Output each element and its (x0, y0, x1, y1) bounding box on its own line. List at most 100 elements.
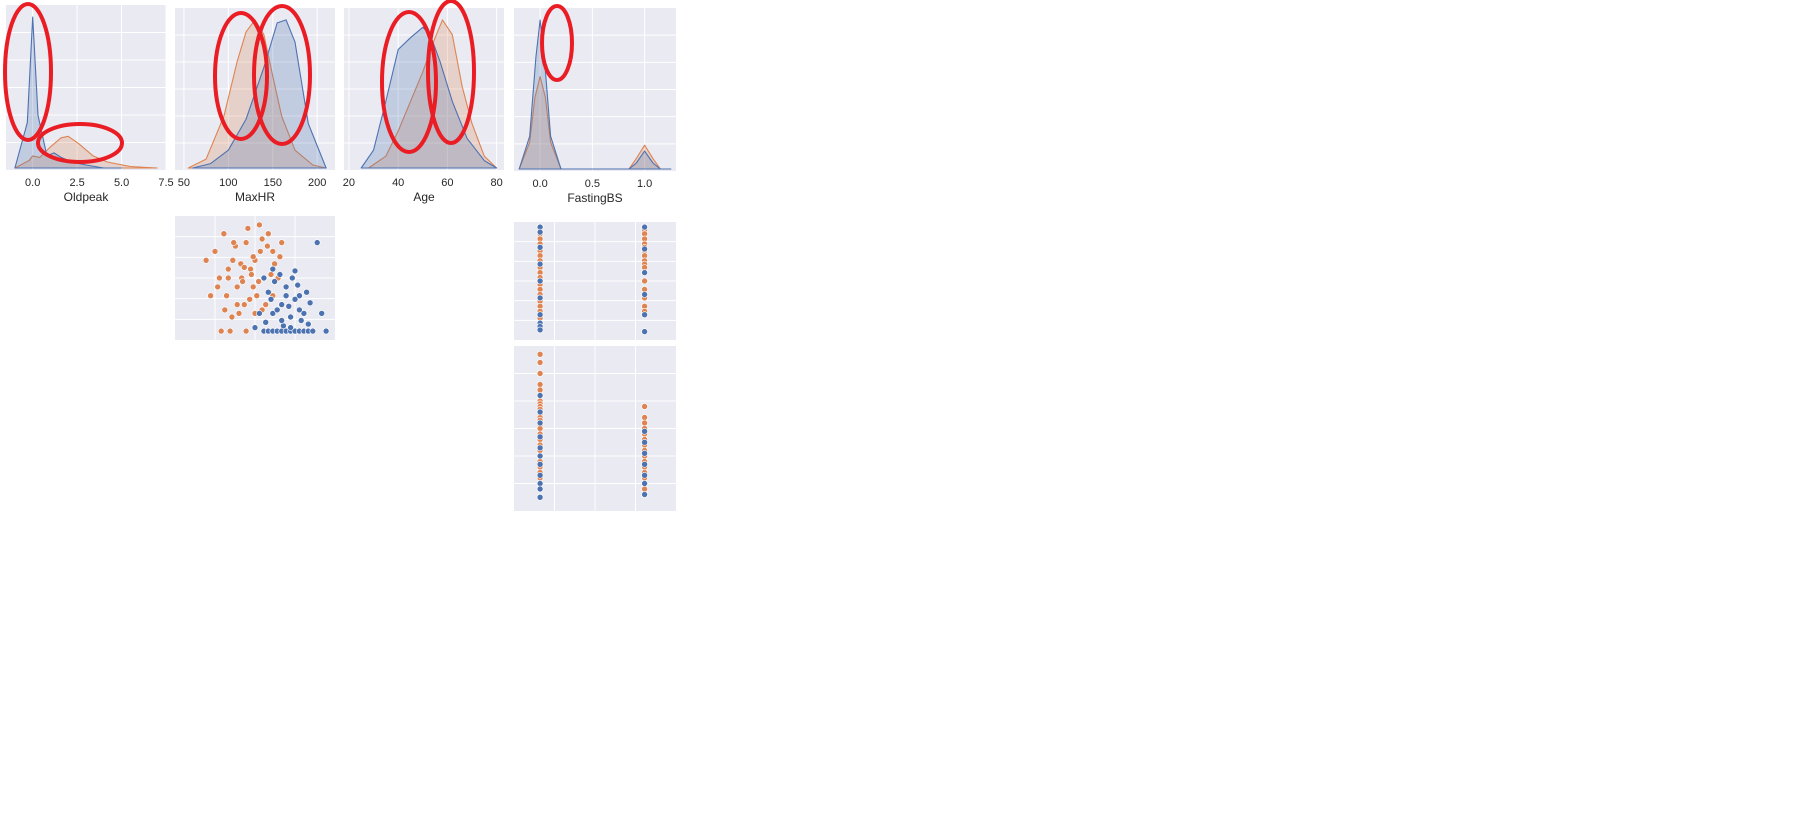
scatter-point (536, 370, 544, 377)
scatter-point (278, 239, 286, 246)
scatter-point (216, 274, 223, 282)
x-tick-label: 60 (441, 177, 453, 189)
subplot-4: 0.0 0.5 1.0 FastingBS (514, 8, 676, 205)
scatter-point (641, 223, 648, 231)
scatter-point (536, 326, 544, 334)
scatter-point (536, 480, 544, 487)
red-ellipse-annotation (252, 4, 312, 146)
scatter-point (256, 248, 264, 255)
scatter-point (214, 283, 221, 291)
scatter-point (641, 491, 648, 498)
scatter-point (242, 239, 250, 246)
scatter-point (230, 239, 237, 246)
scatter-point (641, 291, 648, 298)
scatter-point (282, 283, 290, 291)
x-tick-label: 7.5 (158, 177, 173, 189)
scatter-point (249, 253, 257, 261)
subplot-6 (514, 222, 676, 340)
scatter-point (291, 267, 299, 275)
scatter-point (288, 274, 296, 282)
scatter-point (269, 310, 277, 317)
scatter-point (248, 271, 255, 278)
red-ellipse-annotation (380, 10, 438, 154)
scatter-point (278, 301, 286, 308)
x-tick-label: 0.5 (585, 178, 600, 190)
scatter-point (249, 283, 257, 291)
scatter-point (536, 493, 544, 501)
scatter-point (228, 313, 236, 321)
scatter-point (256, 310, 263, 317)
scatter-point (294, 281, 302, 289)
scatter-point (536, 350, 544, 358)
subplot-5 (175, 216, 335, 340)
scatter-point (641, 403, 648, 410)
scatter-point (264, 230, 272, 237)
scatter-point (318, 310, 326, 317)
scatter-point (536, 425, 544, 432)
x-tick-label: 40 (392, 177, 404, 189)
scatter-point (264, 242, 271, 250)
scatter-point (641, 277, 648, 285)
scatter-point (235, 310, 243, 317)
scatter-point (536, 444, 544, 452)
scatter-point (536, 359, 544, 366)
scatter-point (278, 317, 286, 324)
x-axis-label: FastingBS (567, 191, 622, 205)
scatter-point (536, 460, 544, 468)
scatter-point (641, 480, 648, 487)
x-tick-label: 5.0 (114, 177, 129, 189)
scatter-point (536, 392, 544, 399)
scatter-point (300, 310, 308, 317)
scatter-point (207, 292, 214, 300)
scatter-point (285, 302, 293, 310)
scatter-point (296, 306, 303, 314)
scatter-point (267, 295, 275, 303)
scatter-point (536, 471, 544, 479)
scatter-point (226, 327, 234, 335)
scatter-point (258, 235, 266, 243)
scatter-point (303, 288, 310, 296)
x-tick-label: 2.5 (69, 177, 84, 189)
scatter-point (260, 274, 268, 282)
scatter-point (253, 292, 261, 300)
red-ellipse-annotation (36, 122, 124, 164)
scatter-point (641, 471, 648, 479)
scatter-point (273, 306, 281, 314)
scatter-point (536, 386, 544, 394)
scatter-point (276, 253, 284, 261)
scatter-point (313, 239, 321, 246)
scatter-point (211, 248, 219, 255)
scatter-point (641, 328, 648, 335)
scatter-point (225, 274, 232, 282)
scatter-point (536, 452, 544, 460)
scatter-point (246, 295, 253, 303)
kde-series-2 (187, 19, 327, 169)
scatter-point (536, 311, 544, 319)
scatter-point (225, 265, 232, 273)
x-axis-label: Age (413, 190, 435, 204)
scatter-point (262, 301, 270, 308)
scatter-point (536, 485, 544, 493)
x-tick-label: 0.0 (25, 177, 40, 189)
scatter-point (297, 317, 305, 324)
scatter-point (264, 288, 272, 296)
kde-series-1 (518, 19, 672, 170)
scatter-point (536, 244, 544, 251)
scatter-point (221, 306, 229, 314)
scatter-point (262, 318, 270, 326)
x-axis-label: MaxHR (235, 190, 275, 204)
scatter-point (641, 245, 648, 253)
scatter-point (239, 278, 246, 285)
x-axis-label: Oldpeak (64, 190, 110, 204)
x-tick-label: 100 (219, 177, 237, 189)
scatter-point (306, 299, 314, 307)
x-tick-label: 1.0 (637, 178, 652, 190)
subplot-7 (514, 346, 676, 511)
kde-series-2 (14, 135, 158, 169)
x-tick-label: 0.0 (532, 178, 547, 190)
scatter-point (202, 256, 210, 264)
scatter-point (641, 427, 648, 435)
scatter-point (233, 283, 241, 291)
scatter-point (242, 327, 250, 335)
